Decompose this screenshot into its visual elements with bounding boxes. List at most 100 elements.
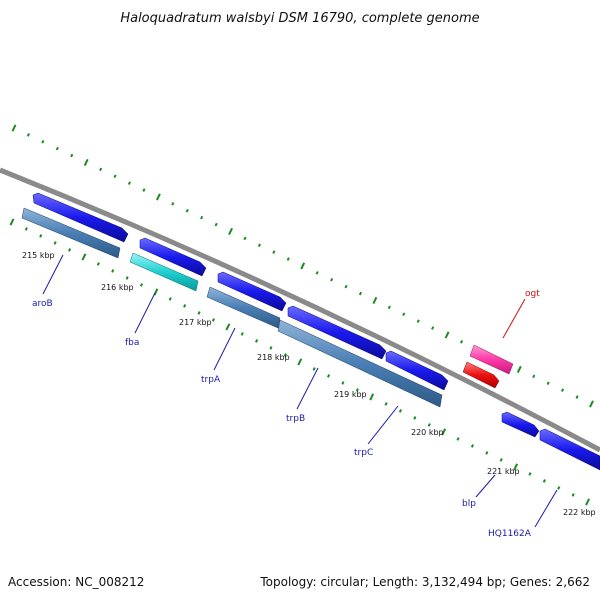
- minor-tick: [240, 332, 244, 336]
- minor-tick: [485, 451, 489, 455]
- tick-label: 219 kbp: [334, 390, 367, 399]
- gene-label-blp[interactable]: blp: [462, 499, 476, 509]
- minor-tick: [255, 339, 259, 343]
- minor-tick: [387, 305, 391, 310]
- tick-label: 215 kbp: [22, 251, 55, 260]
- gene-bar-fba[interactable]: [129, 252, 199, 292]
- minor-tick: [413, 416, 417, 420]
- gene-label-trpA[interactable]: trpA: [201, 375, 221, 385]
- minor-tick: [127, 181, 132, 185]
- gene-arrow-blp-forward[interactable]: [501, 411, 540, 438]
- minor-tick: [542, 479, 546, 483]
- major-tick: [11, 124, 17, 132]
- tick-label: 216 kbp: [101, 283, 134, 292]
- tick-label: 220 kbp: [411, 428, 444, 437]
- leader-line-aroB: [42, 254, 64, 295]
- minor-tick: [459, 340, 464, 344]
- gene-bar-ogt[interactable]: [469, 344, 514, 375]
- minor-tick: [211, 318, 216, 322]
- gene-arrow-aroB-forward[interactable]: [32, 192, 129, 243]
- gene-label-aroB[interactable]: aroB: [32, 299, 53, 309]
- map-title: Haloquadratum walsbyi DSM 16790, complet…: [120, 11, 479, 26]
- minor-tick: [344, 284, 348, 289]
- minor-tick: [427, 423, 431, 427]
- minor-tick: [53, 241, 57, 245]
- minor-tick: [571, 493, 575, 497]
- minor-tick: [315, 271, 319, 275]
- topology-text: Topology: circular; Length: 3,132,494 bp…: [259, 575, 590, 589]
- minor-tick: [113, 174, 117, 179]
- outer-tick-row: [11, 124, 594, 408]
- gene-bar-trpB-trpC[interactable]: [277, 319, 443, 408]
- gene-label-ogt[interactable]: ogt: [525, 289, 540, 299]
- minor-tick: [183, 304, 187, 308]
- gene-bar-trpA[interactable]: [206, 286, 281, 329]
- major-tick: [81, 253, 87, 261]
- minor-tick: [358, 291, 363, 296]
- gene-label-fba[interactable]: fba: [125, 338, 139, 348]
- minor-tick: [470, 444, 475, 448]
- gene-arrow-trpC-forward[interactable]: [385, 350, 449, 391]
- leader-line-trpB: [296, 367, 319, 410]
- major-tick: [300, 262, 306, 270]
- minor-tick: [341, 381, 345, 385]
- minor-tick: [142, 188, 146, 192]
- minor-tick: [557, 486, 561, 490]
- gene-bar-aroB[interactable]: [21, 207, 121, 259]
- major-tick: [83, 158, 89, 167]
- minor-tick: [96, 262, 100, 266]
- minor-tick: [185, 208, 189, 213]
- minor-tick: [546, 381, 550, 386]
- leader-line-trpC: [367, 405, 399, 445]
- gene-leader-lines: [42, 254, 558, 528]
- gene-arrow-HQ1162A-forward[interactable]: [539, 428, 600, 471]
- inner-tick-row: [9, 218, 590, 506]
- minor-tick: [26, 133, 31, 137]
- minor-tick: [55, 146, 59, 151]
- leader-line-HQ1162A: [534, 489, 558, 528]
- gene-label-trpC[interactable]: trpC: [354, 448, 373, 458]
- minor-tick: [402, 312, 406, 317]
- minor-tick: [269, 346, 273, 350]
- gene-label-trpB[interactable]: trpB: [286, 414, 305, 424]
- minor-tick: [532, 374, 536, 379]
- major-tick: [225, 323, 231, 331]
- gene-label-HQ1162A[interactable]: HQ1162A: [488, 529, 532, 539]
- minor-tick: [39, 234, 43, 238]
- minor-tick: [326, 374, 331, 378]
- minor-tick: [312, 367, 316, 371]
- minor-tick: [398, 409, 403, 413]
- tick-label: 221 kbp: [487, 467, 520, 476]
- major-tick: [585, 498, 590, 506]
- minor-tick: [168, 297, 172, 301]
- leader-line-fba: [134, 292, 156, 334]
- minor-tick: [70, 153, 74, 158]
- leader-line-ogt: [502, 298, 526, 339]
- accession-text: Accession: NC_008212: [8, 575, 144, 589]
- minor-tick: [283, 353, 287, 357]
- minor-tick: [99, 167, 103, 172]
- major-tick: [155, 193, 161, 201]
- tick-label: 222 kbp: [563, 508, 596, 517]
- minor-tick: [111, 269, 115, 273]
- major-tick: [228, 227, 233, 236]
- gene-arrow-trpA-forward[interactable]: [217, 271, 287, 312]
- leader-line-blp: [475, 474, 496, 498]
- minor-tick: [416, 319, 420, 323]
- genome-backbone: [0, 167, 600, 453]
- minor-tick: [24, 227, 28, 231]
- major-tick: [369, 393, 375, 401]
- gene-arrow-forward[interactable]: [139, 237, 207, 277]
- gene-arrow-trpB-forward[interactable]: [287, 305, 387, 360]
- minor-tick: [67, 248, 72, 252]
- gene-arrow-ogt-red[interactable]: [462, 361, 500, 389]
- leader-line-trpA: [213, 327, 236, 371]
- minor-tick: [330, 277, 334, 282]
- minor-tick: [171, 202, 175, 206]
- tick-label: 217 kbp: [179, 318, 212, 327]
- major-tick: [9, 218, 15, 226]
- minor-tick: [41, 139, 45, 144]
- minor-tick: [575, 395, 579, 399]
